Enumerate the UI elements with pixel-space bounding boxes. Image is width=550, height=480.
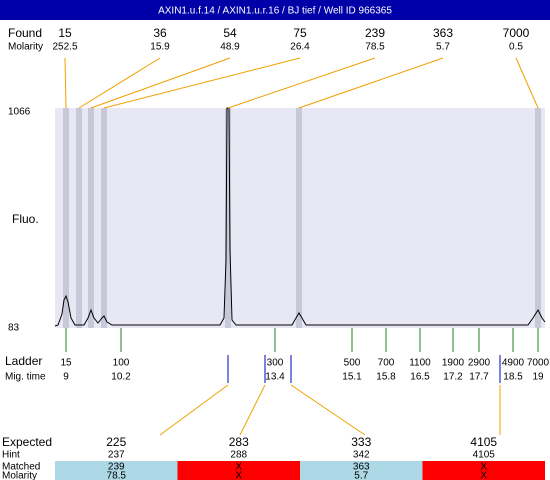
found-molarity: 48.9 <box>220 42 240 53</box>
expected-matched: X <box>235 462 242 473</box>
match-cell <box>300 461 423 480</box>
peak-band <box>63 108 69 328</box>
expected-matched: 363 <box>353 462 370 473</box>
found-molarity: 5.7 <box>436 42 450 53</box>
ladder-size: 15 <box>60 358 72 369</box>
row-label: Molarity <box>2 471 37 480</box>
ladder-size: 4900 <box>502 358 525 369</box>
link <box>159 384 229 436</box>
ladder-size: 7000 <box>527 358 550 369</box>
ladder-size: 2900 <box>468 358 491 369</box>
expected-matched: 239 <box>108 462 125 473</box>
ladder-time: 10.2 <box>111 372 131 383</box>
found-size: 15 <box>58 26 72 40</box>
ladder-time: 13.4 <box>265 372 285 383</box>
expected-expected: 225 <box>106 435 126 449</box>
expected-hint: 342 <box>353 450 370 461</box>
found-size: 7000 <box>503 26 530 40</box>
ladder-time: 19 <box>532 372 544 383</box>
expected-molarity: 78.5 <box>107 471 127 480</box>
molarity-label: Molarity <box>8 42 43 53</box>
ladder-size: 1900 <box>442 358 465 369</box>
ladder-size: 100 <box>113 358 130 369</box>
found-molarity: 26.4 <box>290 42 310 53</box>
ladder-time: 17.7 <box>469 372 489 383</box>
ladder-size: 300 <box>267 358 284 369</box>
ladder-time: 18.5 <box>503 372 523 383</box>
time-label: Mig. time <box>5 372 46 383</box>
found-size: 36 <box>153 26 167 40</box>
expected-links <box>159 384 501 436</box>
ladder-time: 17.2 <box>443 372 463 383</box>
peak-band <box>296 108 302 328</box>
row-label: Expected <box>2 435 52 449</box>
trace <box>54 107 546 327</box>
axis-top: 1066 <box>8 107 31 118</box>
expected-molarity: 5.7 <box>354 471 368 480</box>
ladder-time: 16.5 <box>410 372 430 383</box>
ladder-size: 700 <box>378 358 395 369</box>
axis-label: Fluo. <box>12 212 39 226</box>
peak-band <box>101 108 107 328</box>
peak-band <box>88 108 94 328</box>
found-link <box>515 57 539 109</box>
ladder-time: 15.1 <box>342 372 362 383</box>
expected-molarity: X <box>480 471 487 480</box>
found-molarity: 15.9 <box>150 42 170 53</box>
found-size: 54 <box>223 26 237 40</box>
expected-hint: 237 <box>108 450 125 461</box>
found-link <box>64 57 67 109</box>
found-molarity: 78.5 <box>365 42 385 53</box>
title: AXIN1.u.f.14 / AXIN1.u.r.16 / BJ tief / … <box>158 6 392 17</box>
expected-molarity: X <box>235 471 242 480</box>
peak-band <box>225 108 231 328</box>
ladder-time: 9 <box>63 372 69 383</box>
found-label: Found <box>8 26 42 40</box>
expected-expected: 283 <box>229 435 249 449</box>
found-link <box>227 57 376 109</box>
found-link <box>90 57 231 109</box>
row-label: Hint <box>2 450 20 461</box>
found-link <box>298 57 444 109</box>
match-cell <box>55 461 178 480</box>
match-cell <box>422 461 545 480</box>
expected-hint: 288 <box>230 450 247 461</box>
found-molarity: 252.5 <box>52 42 77 53</box>
found-molarity: 0.5 <box>509 42 523 53</box>
ladder-size: 500 <box>344 358 361 369</box>
found-size: 363 <box>433 26 453 40</box>
match-cell <box>177 461 300 480</box>
expected-expected: 333 <box>351 435 371 449</box>
expected-expected: 4105 <box>470 435 497 449</box>
link <box>290 384 366 436</box>
axis-bottom: 83 <box>8 323 20 334</box>
title-bar <box>0 0 550 20</box>
peak-band <box>76 108 82 328</box>
link <box>239 384 266 436</box>
found-size: 75 <box>293 26 307 40</box>
expected-hint: 4105 <box>473 450 496 461</box>
found-link <box>78 57 161 109</box>
found-size: 239 <box>365 26 385 40</box>
found-link <box>103 57 301 109</box>
peak-band <box>535 108 541 328</box>
ladder-label: Ladder <box>5 354 42 368</box>
ladder-size: 1100 <box>409 358 431 369</box>
row-label: Matched <box>2 462 40 473</box>
expected-matched: X <box>480 462 487 473</box>
ladder-time: 15.8 <box>376 372 396 383</box>
